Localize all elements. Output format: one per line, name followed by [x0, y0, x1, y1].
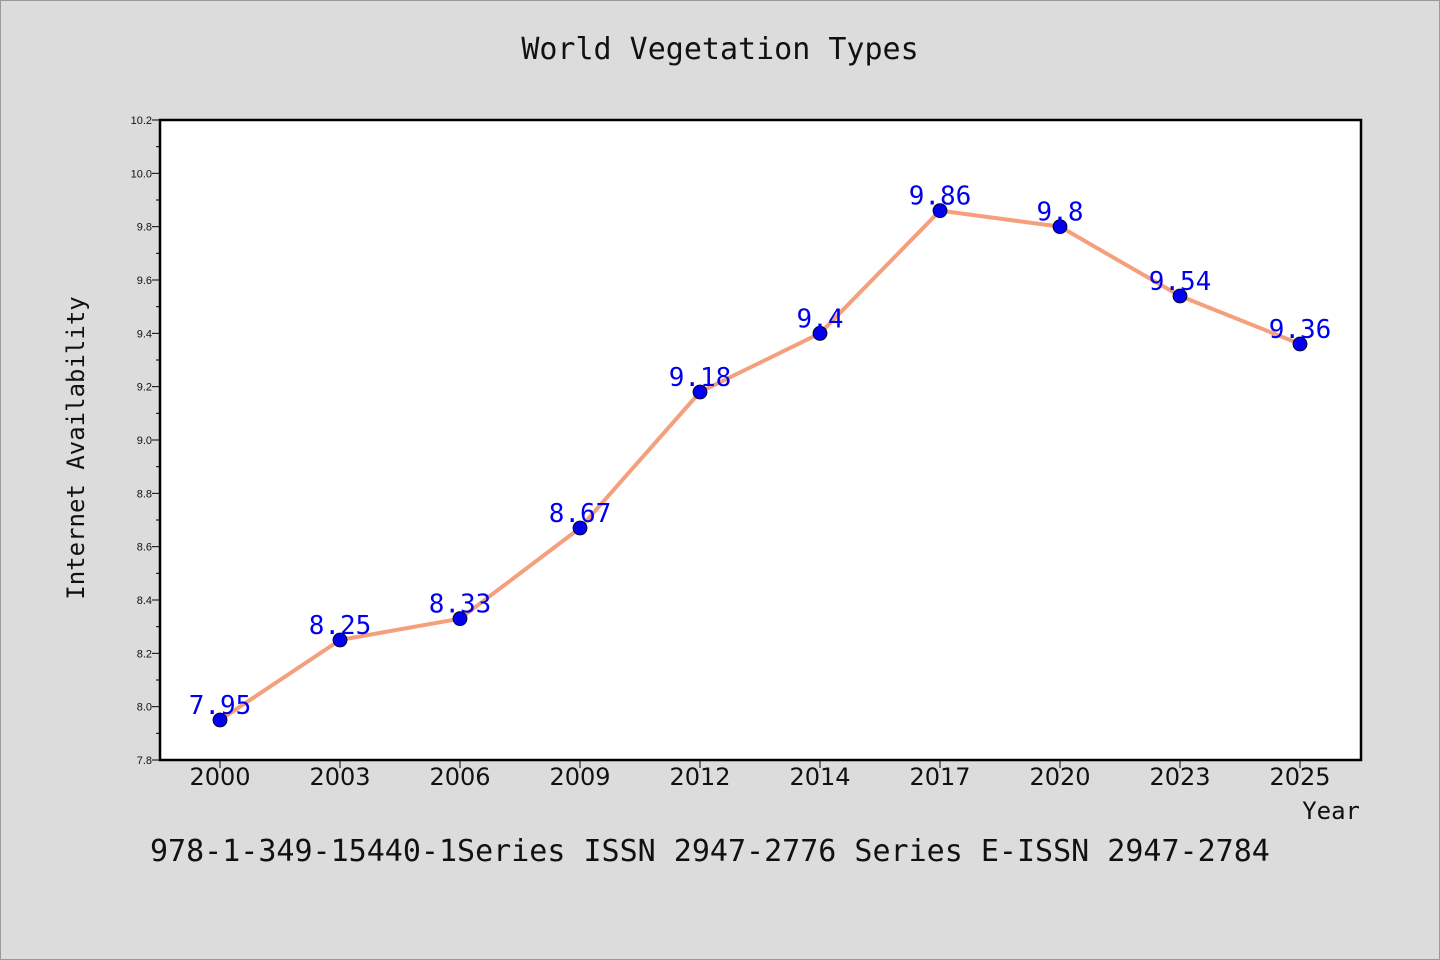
footer-isbn-text: 978-1-349-15440-1Series ISSN 2947-2776 S… — [150, 834, 1270, 869]
chart-title: World Vegetation Types — [521, 32, 919, 67]
y-tick-label: 9.8 — [137, 222, 152, 234]
x-axis-ticks: 2000 2003 2006 2009 2012 2014 2017 2020 2023 2025 — [189, 760, 1331, 791]
data-point — [932, 203, 948, 219]
y-tick-label: 10.2 — [131, 115, 152, 127]
data-label: 9.54 — [1149, 267, 1212, 297]
data-labels: 7.95 8.25 8.33 8.67 9.18 9.4 9.86 9.8 9.54 9.36 — [189, 182, 1332, 721]
x-tick-label: 2003 — [309, 763, 370, 791]
x-tick-label: 2025 — [1269, 763, 1330, 791]
data-point — [1292, 336, 1308, 352]
data-label: 8.33 — [429, 590, 492, 620]
y-tick-label: 9.2 — [137, 382, 152, 394]
x-tick-label: 2014 — [789, 763, 850, 791]
data-point — [572, 520, 588, 536]
x-tick-label: 2017 — [909, 763, 970, 791]
y-tick-label: 8.6 — [137, 542, 152, 554]
series-line — [218, 208, 1302, 722]
x-tick-label: 2012 — [669, 763, 730, 791]
data-point — [212, 712, 228, 728]
y-tick-label: 9.0 — [137, 435, 152, 447]
data-label: 7.95 — [189, 691, 252, 721]
data-label: 9.4 — [797, 304, 844, 334]
y-tick-label: 8.0 — [137, 702, 152, 714]
data-label: 9.8 — [1037, 198, 1084, 228]
x-tick-label: 2020 — [1029, 763, 1090, 791]
y-axis-ticks: 7.8 8.0 8.2 8.4 8.6 8.8 9.0 9.2 9.4 9.6 9.8 10.0 10.… — [131, 115, 160, 767]
y-tick-label: 10.0 — [131, 168, 152, 180]
y-tick-label: 9.6 — [137, 275, 152, 287]
data-label: 8.25 — [309, 611, 372, 641]
data-point — [1052, 219, 1068, 235]
x-tick-label: 2000 — [189, 763, 250, 791]
y-tick-label: 8.2 — [137, 648, 152, 660]
x-tick-label: 2023 — [1149, 763, 1210, 791]
data-point — [332, 632, 348, 648]
y-tick-label: 7.8 — [137, 755, 152, 767]
data-label: 9.36 — [1269, 315, 1332, 345]
data-point — [812, 325, 828, 341]
data-point — [452, 611, 468, 627]
data-label: 9.18 — [669, 363, 732, 393]
x-tick-label: 2009 — [549, 763, 610, 791]
x-tick-label: 2006 — [429, 763, 490, 791]
series-markers — [212, 203, 1308, 728]
plot-area — [158, 118, 1363, 762]
data-point — [1172, 288, 1188, 304]
data-label: 8.67 — [549, 499, 612, 529]
data-label: 9.86 — [909, 182, 972, 212]
y-tick-label: 8.4 — [137, 595, 152, 607]
y-tick-label: 8.8 — [137, 488, 152, 500]
data-point — [692, 384, 708, 400]
y-tick-label: 9.4 — [137, 328, 152, 340]
x-axis-label: Year — [1302, 797, 1360, 825]
